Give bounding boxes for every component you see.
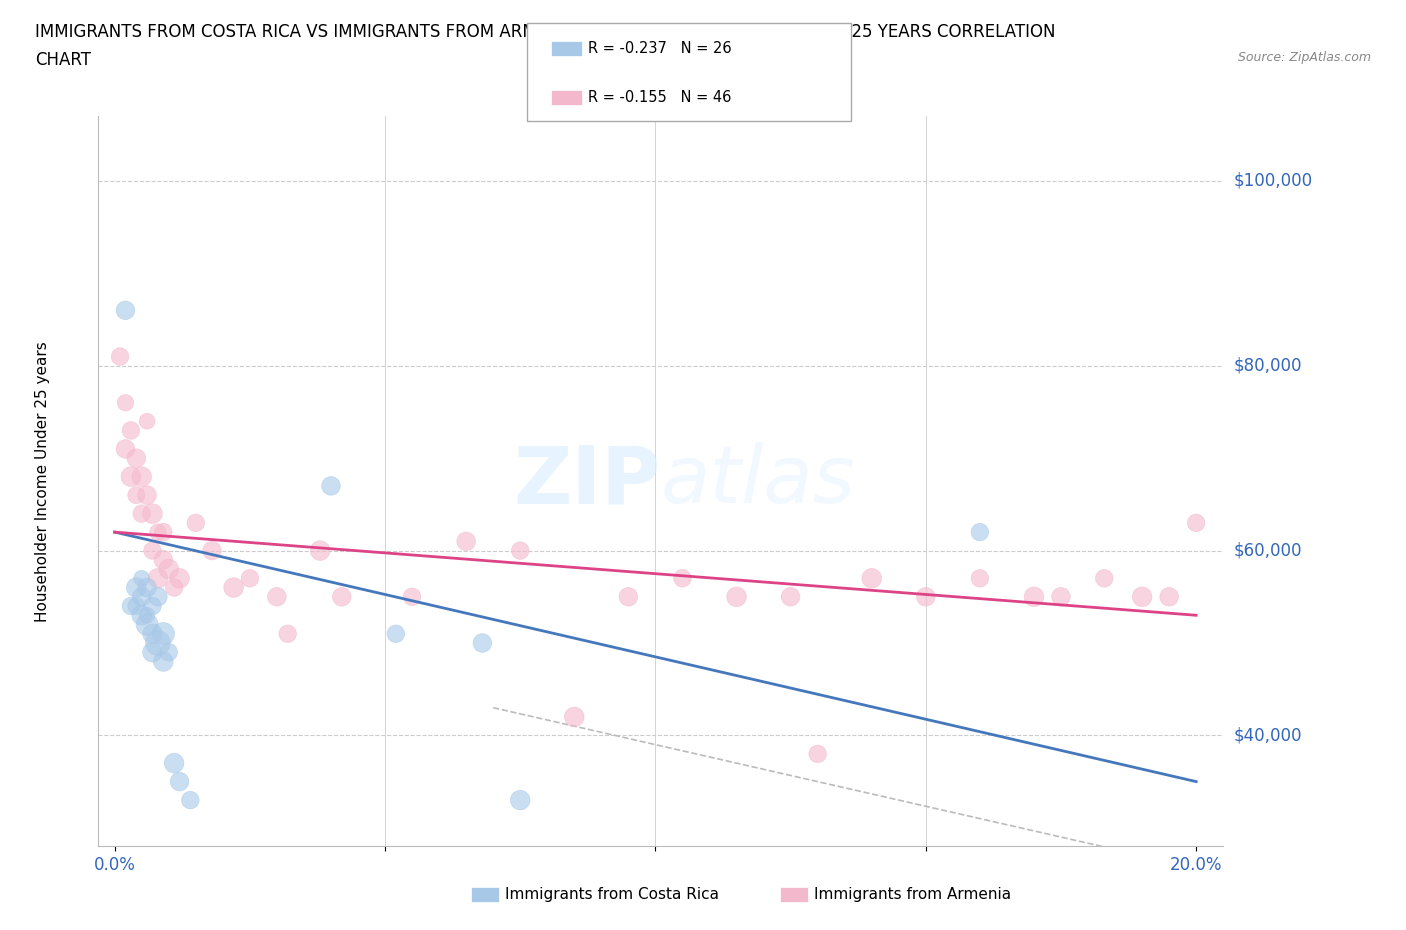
Point — [131, 506, 153, 521]
Text: $80,000: $80,000 — [1234, 357, 1302, 375]
Text: $100,000: $100,000 — [1234, 172, 1313, 190]
Text: ZIP: ZIP — [513, 443, 661, 520]
Point — [141, 506, 163, 521]
Point — [146, 525, 169, 539]
Point — [146, 635, 169, 650]
Text: Immigrants from Armenia: Immigrants from Armenia — [814, 887, 1011, 902]
Point — [330, 590, 353, 604]
Point — [152, 552, 174, 567]
Point — [1092, 571, 1115, 586]
Text: Immigrants from Costa Rica: Immigrants from Costa Rica — [505, 887, 718, 902]
Point — [201, 543, 224, 558]
Point — [125, 599, 148, 614]
Point — [152, 525, 174, 539]
Point — [131, 571, 153, 586]
Text: CHART: CHART — [35, 51, 91, 69]
Point — [309, 543, 332, 558]
Point — [266, 590, 288, 604]
Point — [1022, 590, 1045, 604]
Point — [146, 571, 169, 586]
Point — [141, 626, 163, 641]
Point — [562, 710, 585, 724]
Point — [163, 756, 186, 771]
Point — [136, 580, 159, 595]
Point — [120, 470, 142, 485]
Point — [1159, 590, 1181, 604]
Point — [914, 590, 936, 604]
Point — [969, 525, 991, 539]
Point — [385, 626, 408, 641]
Point — [1050, 590, 1073, 604]
Point — [969, 571, 991, 586]
Point — [136, 487, 159, 502]
Text: R = -0.155   N = 46: R = -0.155 N = 46 — [588, 90, 731, 105]
Point — [617, 590, 640, 604]
Text: $40,000: $40,000 — [1234, 726, 1302, 744]
Text: R = -0.237   N = 26: R = -0.237 N = 26 — [588, 41, 731, 56]
Point — [146, 590, 169, 604]
Text: Householder Income Under 25 years: Householder Income Under 25 years — [35, 341, 49, 621]
Point — [169, 571, 191, 586]
Point — [184, 515, 207, 530]
Point — [136, 608, 159, 623]
Point — [120, 599, 142, 614]
Point — [319, 478, 342, 493]
Point — [779, 590, 801, 604]
Point — [136, 414, 159, 429]
Point — [114, 442, 136, 457]
Point — [114, 395, 136, 410]
Point — [120, 423, 142, 438]
Point — [152, 654, 174, 669]
Text: $60,000: $60,000 — [1234, 541, 1302, 560]
Point — [471, 635, 494, 650]
Point — [114, 303, 136, 318]
Point — [163, 580, 186, 595]
Point — [239, 571, 262, 586]
Point — [179, 792, 201, 807]
Point — [401, 590, 423, 604]
Point — [1185, 515, 1208, 530]
Point — [141, 543, 163, 558]
Point — [157, 644, 180, 659]
Point — [125, 487, 148, 502]
Point — [152, 626, 174, 641]
Point — [125, 451, 148, 466]
Point — [125, 580, 148, 595]
Point — [131, 470, 153, 485]
Point — [131, 608, 153, 623]
Point — [860, 571, 883, 586]
Point — [141, 644, 163, 659]
Point — [807, 747, 830, 762]
Point — [108, 349, 131, 364]
Point — [1130, 590, 1153, 604]
Point — [509, 543, 531, 558]
Point — [277, 626, 299, 641]
Point — [141, 599, 163, 614]
Point — [509, 792, 531, 807]
Point — [169, 774, 191, 789]
Text: Source: ZipAtlas.com: Source: ZipAtlas.com — [1237, 51, 1371, 64]
Point — [456, 534, 478, 549]
Point — [671, 571, 693, 586]
Point — [136, 618, 159, 632]
Text: IMMIGRANTS FROM COSTA RICA VS IMMIGRANTS FROM ARMENIA HOUSEHOLDER INCOME UNDER 2: IMMIGRANTS FROM COSTA RICA VS IMMIGRANTS… — [35, 23, 1056, 41]
Point — [131, 590, 153, 604]
Point — [222, 580, 245, 595]
Point — [725, 590, 748, 604]
Point — [157, 562, 180, 577]
Text: atlas: atlas — [661, 443, 856, 520]
